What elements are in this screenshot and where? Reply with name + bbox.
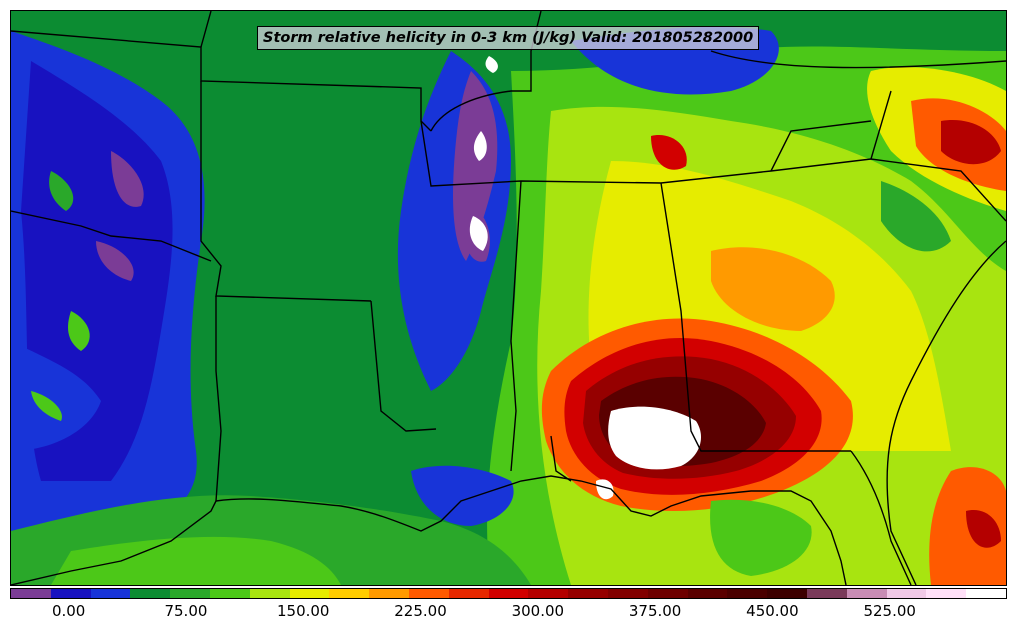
colorbar-segment	[329, 589, 370, 598]
colorbar-segment	[11, 589, 51, 598]
colorbar-tick-label: 150.00	[276, 602, 330, 620]
colorbar-segment	[488, 589, 529, 598]
colorbar-tick-label: 525.00	[863, 602, 916, 620]
colorbar-segment	[687, 589, 728, 598]
colorbar-segment	[966, 589, 1006, 598]
colorbar-tick-labels: 0.00 75.00 150.00 225.00 300.00 375.00 450.00 5…	[10, 600, 1007, 624]
storm-core	[541, 135, 853, 511]
helicity-map	[11, 11, 1006, 585]
colorbar-tick-label: 375.00	[628, 602, 682, 620]
colorbar-segment	[647, 589, 688, 598]
colorbar-segment	[886, 589, 927, 598]
colorbar-segment	[289, 589, 330, 598]
colorbar-segment	[369, 589, 409, 598]
map-title: Storm relative helicity in 0-3 km (J/kg)…	[257, 26, 760, 50]
central-corridor	[397, 51, 511, 391]
colorbar-segment	[209, 589, 250, 598]
colorbar-segment	[170, 589, 210, 598]
colorbar-tick-label: 450.00	[746, 602, 799, 620]
colorbar-tick-label: 75.00	[164, 602, 208, 620]
colorbar-tick-label: 225.00	[394, 602, 447, 620]
map-panel: Storm relative helicity in 0-3 km (J/kg)…	[10, 10, 1007, 586]
colorbar-segment	[249, 589, 290, 598]
colorbar	[10, 588, 1007, 599]
colorbar-segment	[528, 589, 569, 598]
boundaries	[11, 11, 1006, 585]
colorbar-segment	[926, 589, 967, 598]
west-low-region	[11, 31, 205, 531]
colorbar-segment	[50, 589, 91, 598]
colorbar-segment	[846, 589, 887, 598]
colorbar-segment	[408, 589, 449, 598]
gulf-region	[11, 465, 812, 585]
colorbar-segment	[607, 589, 648, 598]
colorbar-tick-label: 0.00	[51, 602, 86, 620]
colorbar-segment	[130, 589, 171, 598]
colorbar-segment	[806, 589, 847, 598]
colorbar-segment	[568, 589, 608, 598]
colorbar-tick-label: 300.00	[511, 602, 565, 620]
colorbar-segment	[767, 589, 807, 598]
colorbar-segment	[727, 589, 768, 598]
colorbar-segment	[90, 589, 131, 598]
colorbar-segment	[448, 589, 489, 598]
